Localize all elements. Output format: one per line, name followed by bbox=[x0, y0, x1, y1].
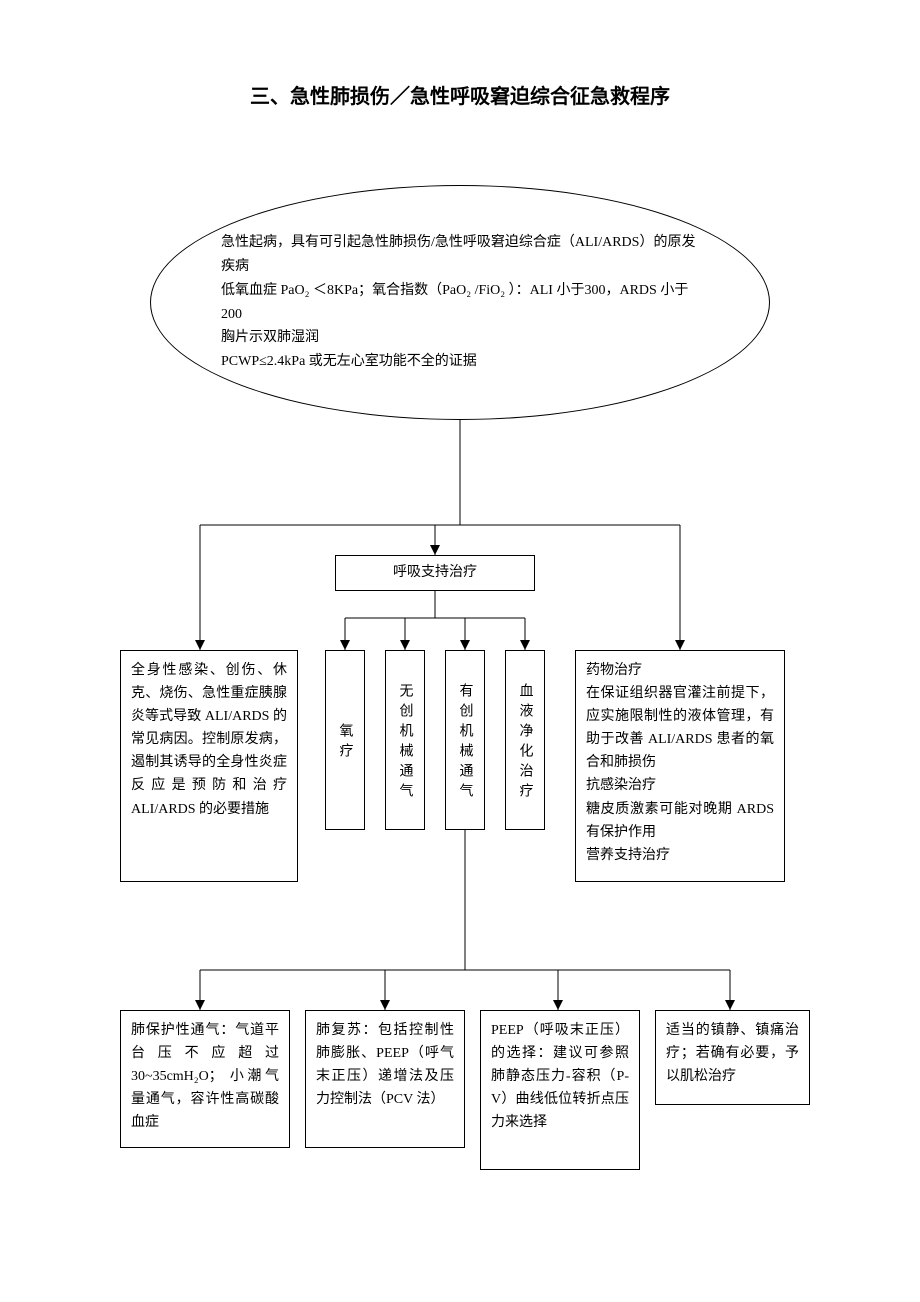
node-primary-cause: 全身性感染、创伤、休克、烧伤、急性重症胰腺炎等式导致 ALI/ARDS 的常见病… bbox=[120, 650, 298, 882]
start-line-2: 胸片示双肺湿润 bbox=[221, 326, 699, 350]
node-start-criteria: 急性起病，具有可引起急性肺损伤/急性呼吸窘迫综合症（ALI/ARDS）的原发疾病… bbox=[150, 185, 770, 420]
drug-line-3: 糖皮质激素可能对晚期 ARDS 有保护作用 bbox=[586, 798, 774, 844]
node-blood-purification: 血液净化治疗 bbox=[505, 650, 545, 830]
node-respiratory-support: 呼吸支持治疗 bbox=[335, 555, 535, 591]
drug-line-0: 药物治疗 bbox=[586, 659, 774, 682]
node-oxygen-therapy: 氧疗 bbox=[325, 650, 365, 830]
node-invasive-ventilation: 有创机械通气 bbox=[445, 650, 485, 830]
start-line-3: PCWP≤2.4kPa 或无左心室功能不全的证据 bbox=[221, 350, 699, 374]
drug-line-1: 在保证组织器官灌注前提下，应实施限制性的液体管理，有助于改善 ALI/ARDS … bbox=[586, 682, 774, 774]
node-start-content: 急性起病，具有可引起急性肺损伤/急性呼吸窘迫综合症（ALI/ARDS）的原发疾病… bbox=[151, 231, 769, 374]
page-title: 三、急性肺损伤／急性呼吸窘迫综合征急救程序 bbox=[0, 80, 920, 109]
node-drug-therapy: 药物治疗 在保证组织器官灌注前提下，应实施限制性的液体管理，有助于改善 ALI/… bbox=[575, 650, 785, 882]
node-lung-recruitment: 肺复苏：包括控制性肺膨胀、PEEP（呼气末正压）递增法及压力控制法（PCV 法） bbox=[305, 1010, 465, 1148]
node-noninvasive-ventilation: 无创机械通气 bbox=[385, 650, 425, 830]
start-line-1: 低氧血症 PaO₂ ＜8KPa；氧合指数（PaO₂ /FiO₂ ）：ALI 小于… bbox=[221, 279, 699, 327]
drug-line-4: 营养支持治疗 bbox=[586, 844, 774, 867]
drug-line-2: 抗感染治疗 bbox=[586, 774, 774, 797]
node-lung-protective: 肺保护性通气：气道平台压不应超过 30~35cmH₂O； 小潮气量通气，容许性高… bbox=[120, 1010, 290, 1148]
start-line-0: 急性起病，具有可引起急性肺损伤/急性呼吸窘迫综合症（ALI/ARDS）的原发疾病 bbox=[221, 231, 699, 279]
node-peep-selection: PEEP（呼吸末正压）的选择：建议可参照肺静态压力-容积（P-V）曲线低位转折点… bbox=[480, 1010, 640, 1170]
node-sedation: 适当的镇静、镇痛治疗；若确有必要，予以肌松治疗 bbox=[655, 1010, 810, 1105]
